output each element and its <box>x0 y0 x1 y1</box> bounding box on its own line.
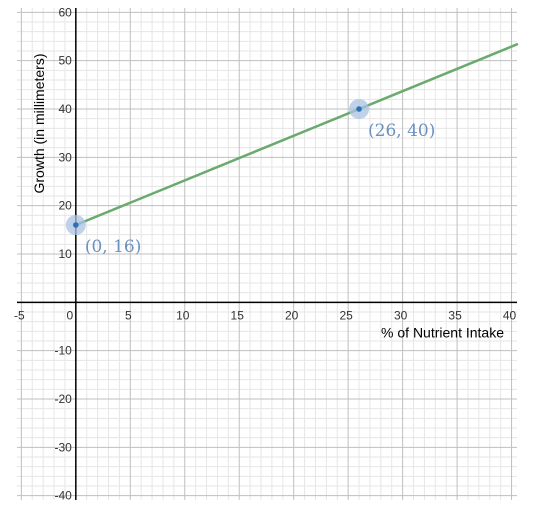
y-tick-label: 10 <box>58 247 72 261</box>
y-tick-label: -10 <box>54 344 72 358</box>
x-axis-title: % of Nutrient Intake <box>381 324 504 340</box>
tick-labels: -5 0 5 10 15 20 25 30 35 40 60 50 40 30 20 10 -10 -20 -30 -… <box>14 5 517 502</box>
x-tick-label: 15 <box>231 308 245 322</box>
x-tick-label: 0 <box>66 308 73 322</box>
y-tick-label: 50 <box>58 54 72 68</box>
y-tick-label: -40 <box>54 489 72 503</box>
series: (0, 16) (26, 40) <box>65 43 519 257</box>
y-tick-label: -20 <box>54 392 72 406</box>
y-axis-title: Growth (in millimeters) <box>31 54 47 194</box>
point-label: (0, 16) <box>85 237 142 257</box>
x-tick-label: 10 <box>176 308 190 322</box>
x-tick-label: 5 <box>125 308 132 322</box>
data-point <box>356 106 362 112</box>
y-tick-label: 20 <box>58 199 72 213</box>
y-tick-label: -30 <box>54 440 72 454</box>
point-label: (26, 40) <box>368 121 435 141</box>
series-line <box>74 43 519 227</box>
x-tick-label: 35 <box>448 308 462 322</box>
x-tick-label: -5 <box>14 308 25 322</box>
y-tick-label: 30 <box>58 150 72 164</box>
x-tick-label: 30 <box>394 308 408 322</box>
x-tick-label: 20 <box>285 308 299 322</box>
y-tick-label: 60 <box>58 5 72 19</box>
major-grid <box>17 8 517 500</box>
x-tick-label: 40 <box>503 308 517 322</box>
x-tick-label: 25 <box>339 308 353 322</box>
y-tick-label: 40 <box>58 102 72 116</box>
axes <box>17 8 517 500</box>
data-point <box>73 222 79 228</box>
